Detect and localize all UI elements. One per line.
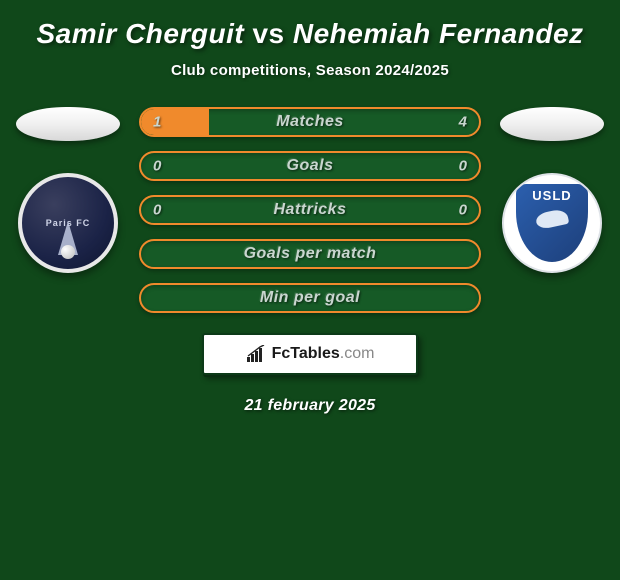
- player2-name: Nehemiah Fernandez: [293, 18, 584, 49]
- main-row: Paris FC 1 Matches 4 0 Goals 0 0 Hattricks 0 Goal…: [0, 107, 620, 313]
- stat-label: Goals: [287, 157, 334, 175]
- stat-value-right: 4: [459, 114, 467, 131]
- club-right-abbrev: USLD: [532, 188, 571, 203]
- stat-value-left: 1: [153, 114, 161, 131]
- left-side: Paris FC: [15, 107, 121, 273]
- brand-fc: Fc: [272, 345, 291, 362]
- attribution-card: FcTables.com: [202, 333, 418, 375]
- stat-bar: Min per goal: [139, 283, 481, 313]
- versus-text: vs: [252, 18, 284, 49]
- page-title: Samir Cherguit vs Nehemiah Fernandez: [0, 18, 620, 50]
- comparison-infographic: Samir Cherguit vs Nehemiah Fernandez Clu…: [0, 0, 620, 415]
- date-text: 21 february 2025: [0, 397, 620, 415]
- stat-label: Hattricks: [274, 201, 347, 219]
- player2-avatar-placeholder: [500, 107, 604, 141]
- attribution-text: FcTables.com: [272, 345, 375, 363]
- club-badge-left: Paris FC: [18, 173, 118, 273]
- player1-name: Samir Cherguit: [36, 18, 244, 49]
- stat-bar: Goals per match: [139, 239, 481, 269]
- stat-bar: 0 Hattricks 0: [139, 195, 481, 225]
- stat-value-left: 0: [153, 158, 161, 175]
- club-badge-right: USLD: [502, 173, 602, 273]
- stat-value-right: 0: [459, 158, 467, 175]
- stat-value-right: 0: [459, 202, 467, 219]
- stat-bar: 0 Goals 0: [139, 151, 481, 181]
- stat-label: Min per goal: [260, 289, 360, 307]
- stat-label: Goals per match: [244, 245, 377, 263]
- right-side: USLD: [499, 107, 605, 273]
- player1-avatar-placeholder: [16, 107, 120, 141]
- stat-bar: 1 Matches 4: [139, 107, 481, 137]
- stat-bars: 1 Matches 4 0 Goals 0 0 Hattricks 0 Goals per mat…: [139, 107, 481, 313]
- brand-dotcom: .com: [340, 345, 375, 362]
- ball-icon: [61, 245, 75, 259]
- brand-tables: Tables: [290, 345, 340, 362]
- subtitle: Club competitions, Season 2024/2025: [0, 62, 620, 79]
- chart-bars-icon: [246, 345, 268, 363]
- stat-value-left: 0: [153, 202, 161, 219]
- stat-label: Matches: [276, 113, 344, 131]
- shield-icon: USLD: [516, 184, 588, 262]
- stat-bar-fill: [141, 109, 209, 135]
- dolphin-icon: [532, 205, 572, 235]
